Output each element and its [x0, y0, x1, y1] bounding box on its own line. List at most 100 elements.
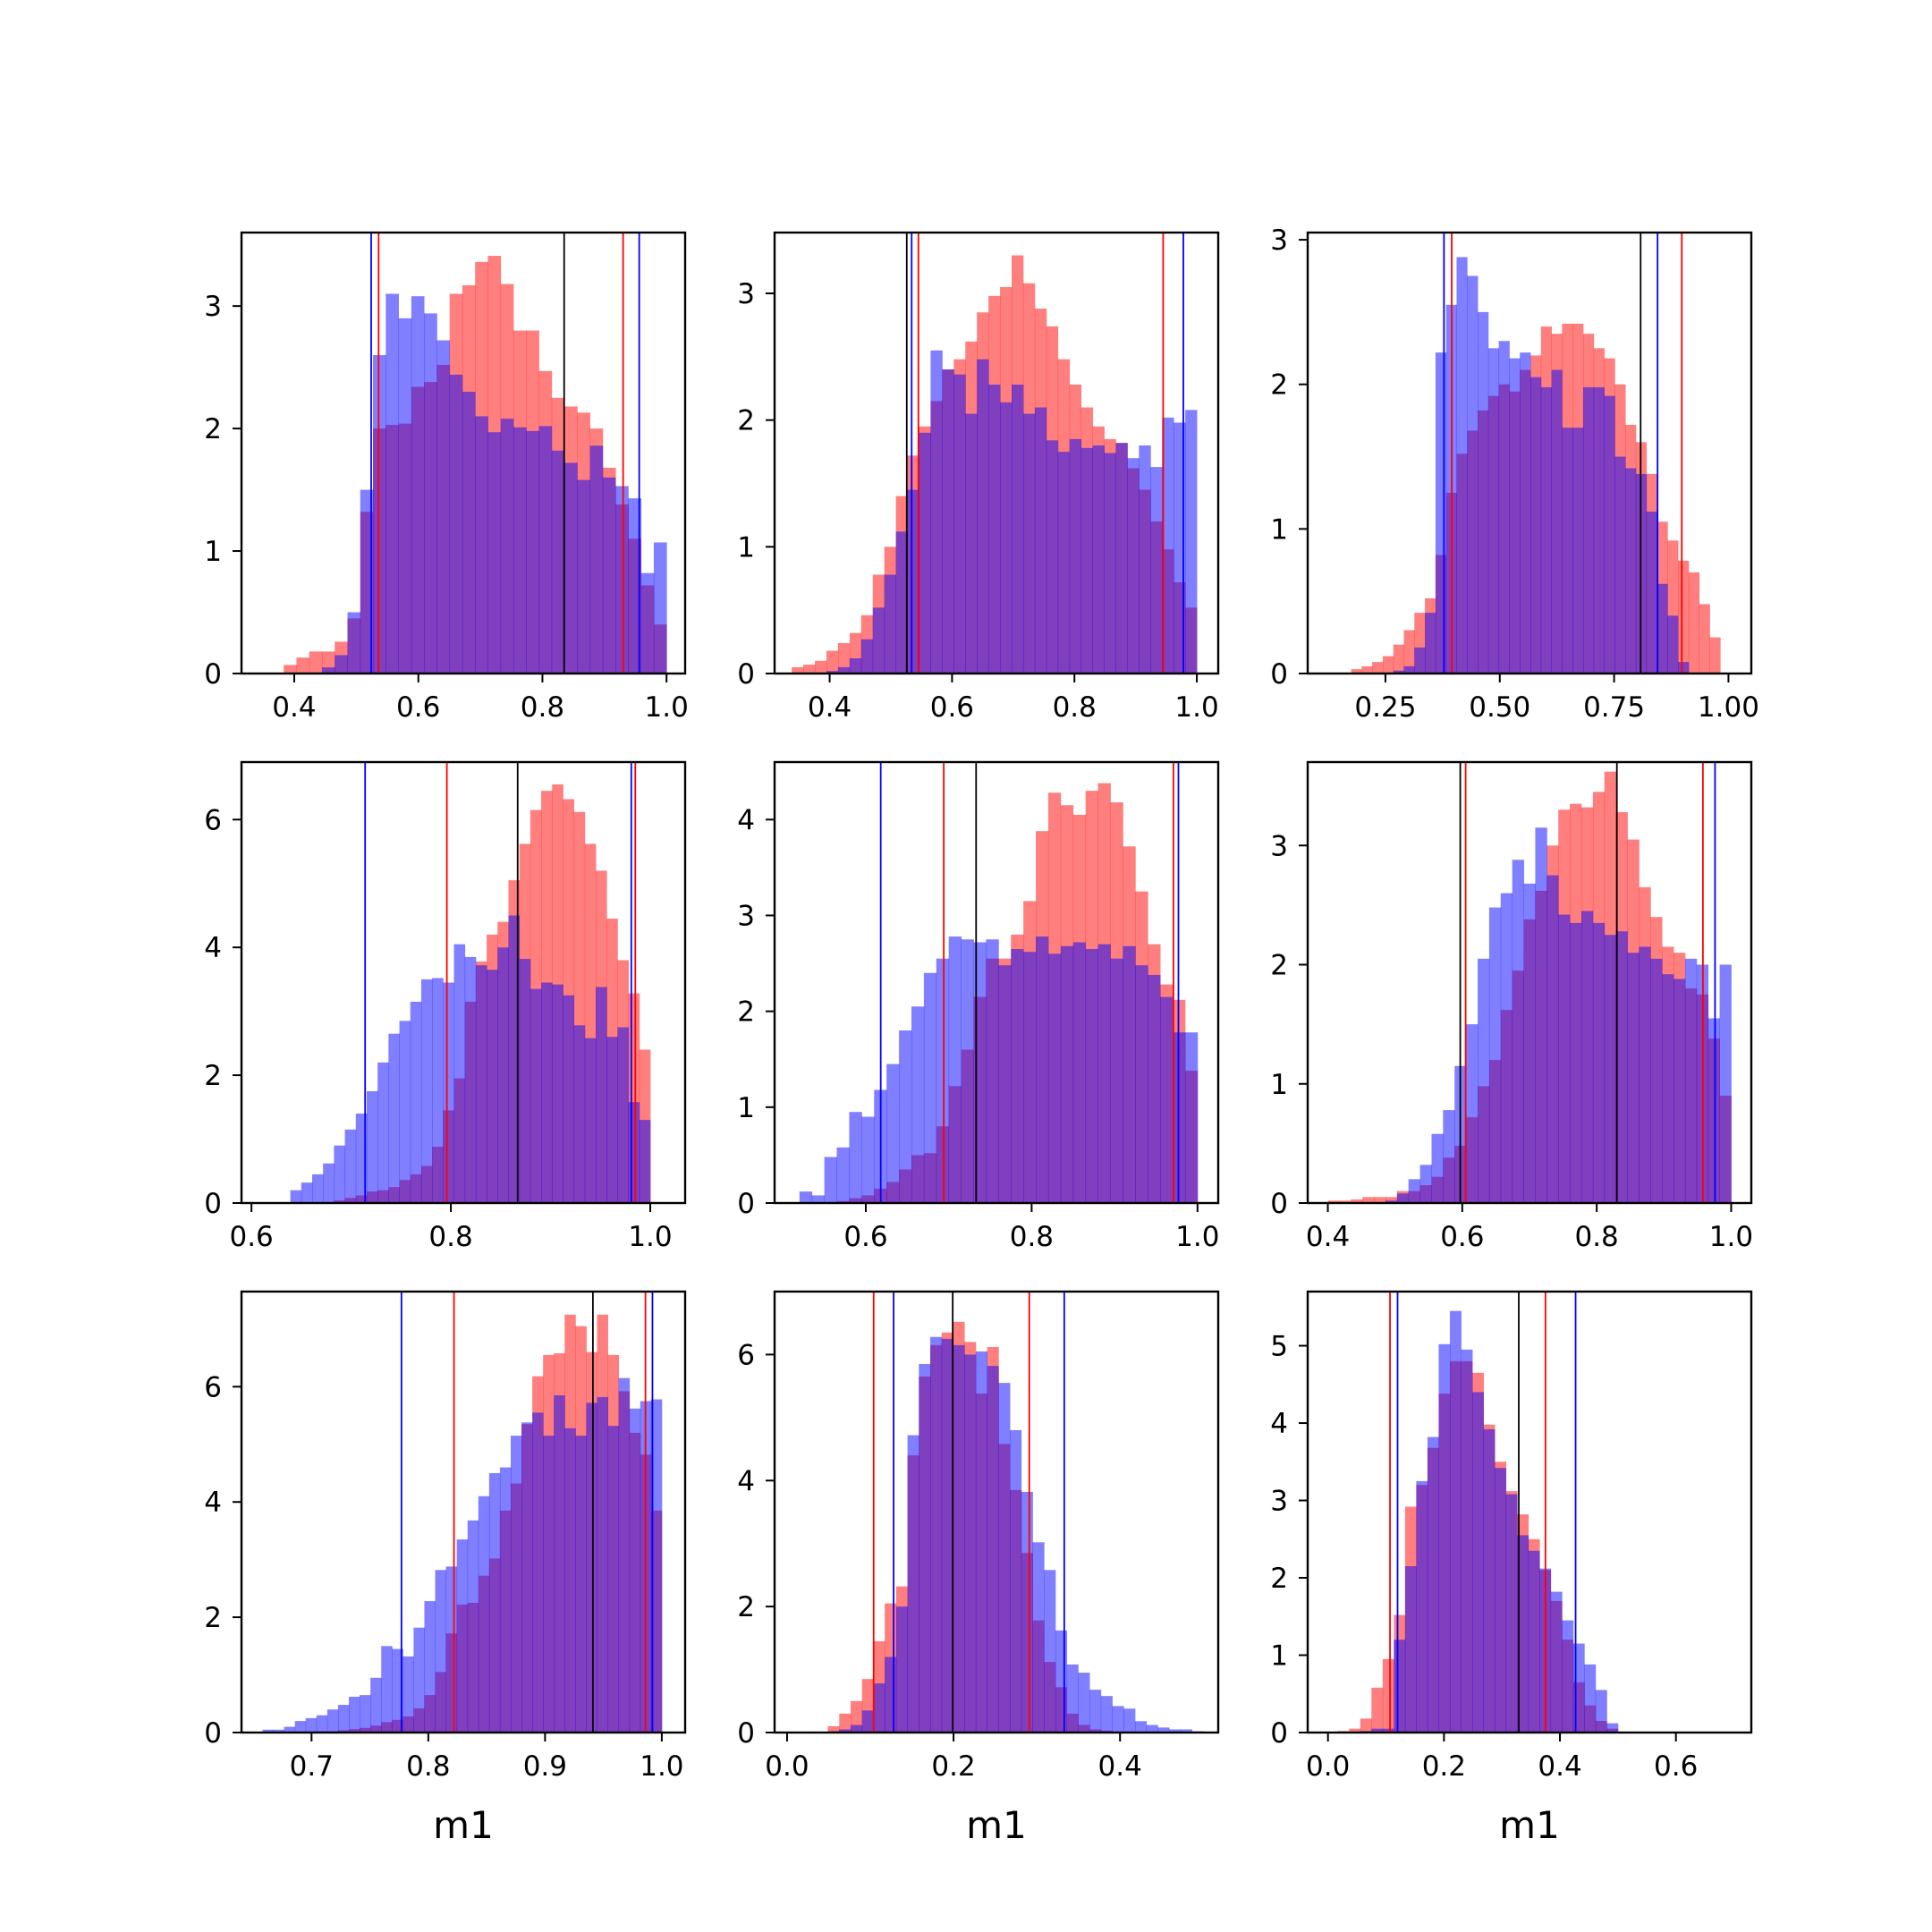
panel-row1-col2: 0.4 0.6 0.8 1.0 0 1 2 3: [737, 231, 1220, 724]
histogram-bar: [1150, 467, 1163, 674]
histogram-bar: [837, 666, 851, 674]
x-tick-label: 0.0: [1306, 1750, 1350, 1783]
histogram-bar: [586, 1402, 597, 1733]
x-tick-label: 0.4: [272, 691, 316, 724]
plot-area: [1351, 233, 1721, 674]
histogram-bar: [850, 1700, 863, 1733]
histogram-bar: [907, 489, 919, 674]
histogram-series-1: [262, 1377, 663, 1733]
histogram-bar: [1592, 922, 1606, 1203]
histogram-bar: [488, 1473, 501, 1733]
histogram-bar: [443, 982, 454, 1203]
histogram-bar: [839, 1729, 852, 1733]
x-axis-label: m1: [1499, 1803, 1560, 1847]
x-tick-label: 0.8: [1574, 1221, 1618, 1253]
histogram-bar: [824, 1157, 837, 1203]
panel-row2-col2: 0.6 0.8 1.0 0 1 2 3 4: [737, 760, 1219, 1253]
y-tick-label: 3: [204, 291, 222, 323]
panel-row3-col2: 0.0 0.2 0.4 0 2 4 6 m1: [737, 1290, 1220, 1847]
histogram-bar: [1396, 1193, 1410, 1203]
histogram-series-1: [799, 936, 1199, 1203]
histogram-bar: [1393, 670, 1404, 674]
y-tick-label: 0: [204, 1717, 222, 1750]
histogram-bar: [1078, 1673, 1090, 1733]
y-tick-label: 3: [1270, 1486, 1288, 1518]
histogram-bar: [849, 658, 862, 674]
y-tick-label: 1: [204, 536, 222, 568]
y-tick-label: 0: [737, 658, 755, 691]
histogram-bar: [987, 1366, 999, 1733]
histogram-bar: [552, 984, 564, 1203]
histogram-bar: [617, 1027, 630, 1203]
x-tick-label: 0.75: [1583, 691, 1645, 724]
x-axis-label: m1: [433, 1803, 494, 1847]
histogram-bar: [849, 1112, 862, 1203]
histogram-bar: [453, 944, 466, 1203]
histogram-bar: [965, 413, 978, 674]
y-tick-label: 3: [737, 278, 755, 310]
axes-frame: [1306, 231, 1753, 675]
histogram-bar: [1097, 944, 1111, 1203]
histogram-bar: [554, 1395, 565, 1733]
histogram-bar: [487, 432, 502, 674]
histogram-bar: [1011, 948, 1024, 1203]
histogram-bar: [615, 486, 629, 674]
histogram-bar: [1546, 875, 1559, 1203]
x-tick-label: 0.0: [765, 1750, 809, 1783]
histogram-bar: [1066, 1664, 1079, 1733]
y-tick-label: 3: [1270, 830, 1288, 862]
histogram-bar: [1627, 953, 1640, 1203]
histogram-bar: [799, 1191, 813, 1203]
histogram-bar: [420, 979, 433, 1203]
histogram-bar: [1505, 1494, 1518, 1733]
histogram-bar: [628, 498, 642, 674]
histogram-bar: [1604, 935, 1617, 1203]
histogram-bar: [837, 643, 851, 674]
histogram-bar: [1615, 931, 1628, 1203]
histogram-bar: [1012, 385, 1024, 674]
histogram-bar: [1184, 1032, 1199, 1203]
histogram-bar: [1139, 445, 1151, 674]
histogram-bar: [1055, 1630, 1068, 1733]
histogram-bar: [1595, 1690, 1607, 1733]
histogram-bar: [1361, 665, 1373, 674]
histogram-bar: [1403, 665, 1415, 674]
histogram-bar: [953, 374, 966, 674]
histogram-bar: [366, 1090, 378, 1203]
histogram-bar: [467, 1520, 479, 1733]
histogram-bar: [861, 1116, 875, 1203]
x-tick-label: 0.4: [1538, 1750, 1581, 1783]
histogram-bar: [930, 1336, 943, 1733]
y-tick-label: 2: [737, 996, 755, 1029]
histogram-bar: [1509, 358, 1521, 674]
histogram-bar: [1558, 914, 1571, 1203]
histogram-bar: [941, 1338, 953, 1733]
histogram-bar: [1044, 1570, 1056, 1733]
histogram-bar: [1438, 1343, 1451, 1733]
histogram-bar: [1540, 386, 1552, 674]
histogram-bar: [886, 1063, 900, 1203]
histogram-bar: [1667, 615, 1679, 674]
plot-area: [284, 233, 667, 674]
histogram-bar: [919, 1363, 931, 1733]
x-tick-label: 0.8: [521, 691, 564, 724]
histogram-bar: [998, 1383, 1011, 1733]
histogram-bar: [1639, 946, 1651, 1203]
x-tick-label: 0.6: [1440, 1221, 1484, 1253]
histogram-bar: [597, 1396, 608, 1733]
y-tick-label: 1: [1270, 1069, 1288, 1101]
plot-area: [827, 1292, 1204, 1733]
histogram-bar: [1551, 369, 1563, 674]
histogram-bar: [1500, 893, 1513, 1203]
histogram-bar: [1134, 1721, 1148, 1733]
histogram-bar: [1349, 1728, 1361, 1733]
histogram-bar: [1148, 974, 1161, 1203]
histogram-bar: [326, 1709, 339, 1733]
histogram-bar: [1072, 942, 1087, 1203]
histogram-bar: [538, 426, 553, 674]
histogram-bar: [948, 936, 962, 1203]
y-tick-label: 2: [737, 1591, 755, 1623]
histogram-bar: [1104, 453, 1116, 674]
histogram-bar: [602, 477, 616, 674]
histogram-bar: [1646, 511, 1657, 674]
